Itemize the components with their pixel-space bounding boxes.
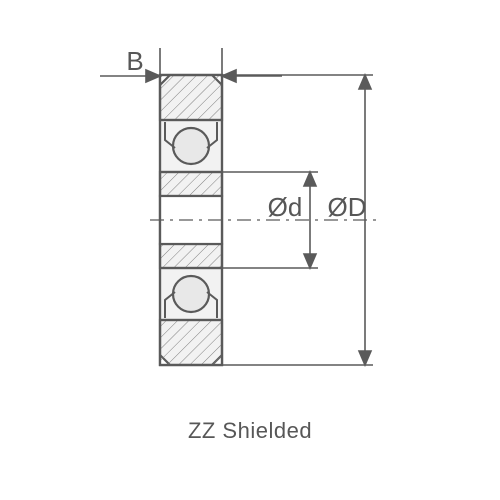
label-B: B (120, 46, 150, 77)
diagram-canvas: B Ød ØD ZZ Shielded (0, 0, 500, 500)
label-d: Ød (262, 192, 308, 223)
caption: ZZ Shielded (0, 418, 500, 444)
label-D: ØD (322, 192, 372, 223)
